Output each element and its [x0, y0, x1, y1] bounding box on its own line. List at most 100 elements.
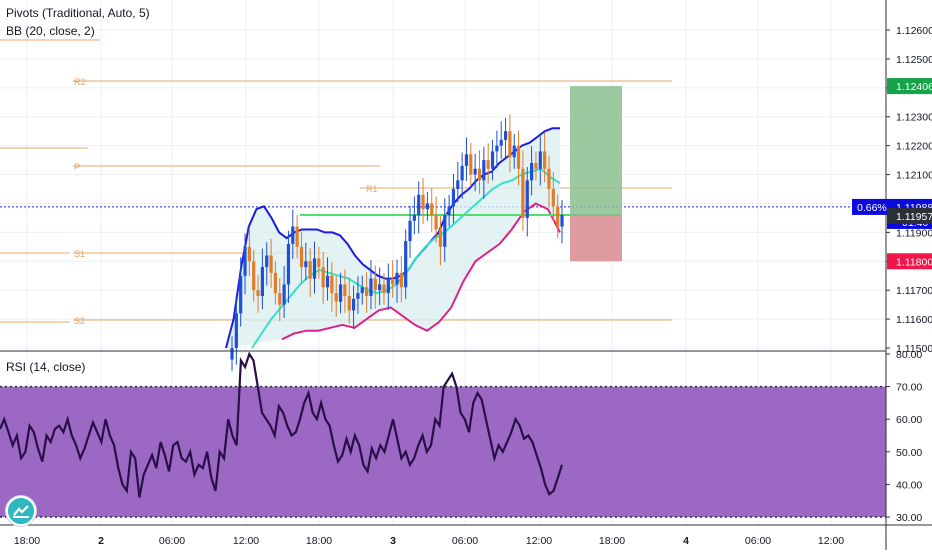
candle-body [538, 151, 542, 169]
candle-body [525, 180, 529, 218]
target-zone[interactable] [570, 86, 622, 215]
candle-body [503, 131, 508, 140]
candle-body [556, 206, 560, 227]
rsi-tick-label: 70.00 [896, 382, 922, 394]
candles [230, 114, 564, 372]
stop-price-badge-bg [887, 253, 932, 270]
candle-body [395, 272, 399, 285]
candle-body [460, 165, 464, 181]
candle-body [408, 220, 412, 242]
candle-body [456, 180, 460, 189]
candle-body [443, 215, 447, 247]
candle-body [347, 295, 351, 311]
candle-body [378, 284, 382, 291]
candle-body [486, 160, 490, 169]
candle-body [321, 267, 325, 288]
candle-body [464, 154, 469, 166]
candle-body [243, 246, 247, 276]
position-zones[interactable] [300, 86, 622, 262]
candle-body [343, 284, 347, 296]
candle-body [495, 145, 499, 152]
candle-body [247, 246, 251, 262]
candle-body [282, 284, 286, 305]
time-tick-label: 12:00 [818, 535, 844, 547]
candle-body [560, 215, 564, 227]
candle-body [304, 261, 308, 268]
candle-body [351, 298, 356, 311]
candle-body [543, 151, 547, 169]
rsi-pane [0, 351, 886, 518]
candle-body [469, 154, 473, 175]
price-tick-label: 1.12300 [896, 112, 932, 124]
rsi-band [0, 386, 886, 517]
candle-body [295, 226, 299, 247]
time-tick-label: 12:00 [233, 535, 259, 547]
price-tick-label: 1.11900 [896, 227, 932, 239]
candle-body [299, 246, 304, 268]
candle-body [473, 168, 477, 175]
time-tick-label: 06:00 [745, 535, 771, 547]
candle-body [356, 293, 360, 299]
stop-zone[interactable] [570, 215, 622, 262]
candle-body [234, 313, 238, 348]
bb-fill [226, 128, 560, 348]
target-price-badge: 1.12406 [896, 81, 932, 93]
candle-body [438, 229, 443, 247]
time-tick-label: 18:00 [306, 535, 332, 547]
pivot-label-s2: S2 [74, 316, 85, 326]
price-tick-label: 1.12100 [896, 170, 932, 182]
brand-logo[interactable] [6, 496, 36, 526]
logo-icon [13, 505, 29, 518]
pivots-indicator-label[interactable]: Pivots (Traditional, Auto, 5) [6, 6, 150, 20]
candle-body [490, 151, 495, 169]
candle-body [447, 206, 451, 216]
candle-body [417, 194, 421, 216]
candle-body [269, 255, 273, 273]
time-tick-label: 4 [683, 535, 689, 547]
candle-body [360, 287, 364, 294]
candle-body [260, 267, 264, 296]
rsi-tick-label: 60.00 [896, 414, 922, 426]
candle-body [477, 168, 482, 181]
candle-body [421, 194, 425, 210]
candle-body [286, 243, 291, 285]
bb-indicator-label[interactable]: BB (20, close, 2) [6, 24, 95, 38]
time-tick-label: 2 [98, 535, 104, 547]
candle-body [330, 275, 334, 294]
candle-body [291, 226, 295, 244]
candle-body [499, 139, 503, 146]
rsi-tick-label: 30.00 [896, 512, 922, 524]
candle-body [273, 272, 278, 294]
target-price-badge-bg [887, 78, 932, 95]
rsi-tick-label: 80.00 [896, 349, 922, 361]
candle-body [534, 162, 538, 169]
candle-body [521, 168, 525, 218]
time-tick-label: 18:00 [14, 535, 40, 547]
candle-body [256, 290, 260, 296]
candle-body [530, 162, 534, 181]
pivot-label-s1: S1 [74, 249, 85, 259]
rsi-tick-label: 40.00 [896, 479, 922, 491]
candle-body [365, 287, 369, 296]
candle-body [386, 278, 390, 294]
candle-body [547, 168, 551, 189]
candle-body [230, 348, 234, 360]
candle-body [391, 278, 395, 285]
pivot-label-r1: R1 [366, 184, 378, 194]
time-tick-label: 12:00 [526, 535, 552, 547]
rsi-line [0, 351, 564, 498]
time-tick-label: 18:00 [599, 535, 625, 547]
candle-body [412, 215, 416, 221]
candle-body [278, 293, 282, 305]
candle-body [325, 275, 330, 288]
rsi-indicator-label[interactable]: RSI (14, close) [6, 360, 86, 374]
candle-body [482, 160, 486, 181]
bb-lower-line [281, 202, 561, 341]
candle-body [312, 258, 317, 279]
rsi-tick-label: 50.00 [896, 447, 922, 459]
grid-layer [0, 0, 886, 525]
